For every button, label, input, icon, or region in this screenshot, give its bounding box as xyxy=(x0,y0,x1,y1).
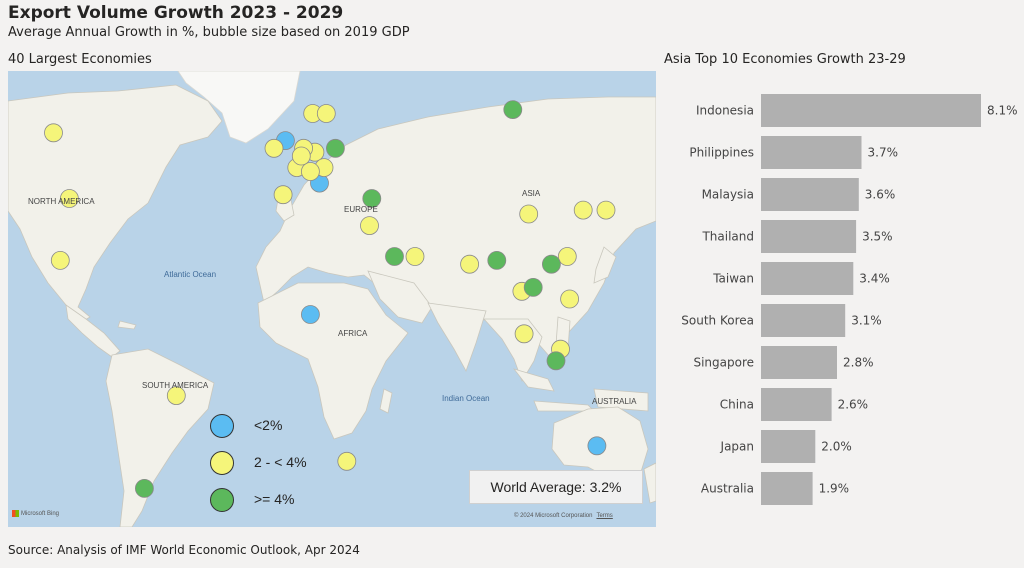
bar-value-label: 3.7% xyxy=(868,146,899,160)
bar-south-korea[interactable] xyxy=(761,304,846,337)
bar-category-label: Singapore xyxy=(693,356,754,370)
legend-label-high: >= 4% xyxy=(254,491,295,507)
legend-dot-mid xyxy=(210,451,234,475)
bar-taiwan[interactable] xyxy=(761,262,854,295)
source-note: Source: Analysis of IMF World Economic O… xyxy=(8,543,360,557)
label-indian-ocean: Indian Ocean xyxy=(442,394,490,403)
bar-value-label: 2.8% xyxy=(843,356,874,370)
bar-malaysia[interactable] xyxy=(761,178,859,211)
bar-indonesia[interactable] xyxy=(761,94,981,127)
map-bubble-mid-33[interactable] xyxy=(514,324,534,344)
map-copyright: © 2024 Microsoft Corporation Terms xyxy=(514,513,613,519)
bar-value-label: 2.0% xyxy=(821,440,852,454)
bar-value-label: 8.1% xyxy=(987,104,1018,118)
map-bubble-high-22[interactable] xyxy=(503,100,523,119)
label-europe: EUROPE xyxy=(344,205,378,214)
bar-china[interactable] xyxy=(761,388,832,421)
map-bubble-mid-26[interactable] xyxy=(460,254,480,274)
bar-category-label: China xyxy=(720,398,754,412)
page-subtitle: Average Annual Growth in %, bubble size … xyxy=(8,25,410,40)
map-bubble-mid-3[interactable] xyxy=(166,386,186,406)
bar-category-label: Thailand xyxy=(701,230,754,244)
bar-category-label: Malaysia xyxy=(702,188,754,202)
map-canvas xyxy=(8,71,656,527)
map-bubble-low-36[interactable] xyxy=(300,305,320,324)
map-bubble-mid-25[interactable] xyxy=(596,200,616,220)
map-title: 40 Largest Economies xyxy=(8,52,152,67)
legend-dot-low xyxy=(210,414,234,438)
label-africa: AFRICA xyxy=(338,329,368,338)
label-south-america: SOUTH AMERICA xyxy=(142,381,209,390)
map-bubble-high-35[interactable] xyxy=(546,351,566,371)
map-bubble-mid-37[interactable] xyxy=(337,451,357,471)
map-bubble-high-29[interactable] xyxy=(542,254,561,274)
bar-philippines[interactable] xyxy=(761,136,862,169)
bar-value-label: 3.4% xyxy=(859,272,890,286)
map-bubble-high-31[interactable] xyxy=(523,277,543,297)
world-average-card: World Average: 3.2% xyxy=(469,470,643,504)
bar-category-label: Philippines xyxy=(689,146,754,160)
map-bubble-high-4[interactable] xyxy=(134,478,154,498)
bar-category-label: Indonesia xyxy=(696,104,754,118)
bubble-layer xyxy=(44,100,616,498)
map-bubble-mid-19[interactable] xyxy=(360,216,379,236)
map-bubble-mid-14[interactable] xyxy=(291,146,311,166)
bar-value-label: 3.5% xyxy=(862,230,893,244)
map-bubble-mid-8[interactable] xyxy=(273,185,293,205)
terms-link[interactable]: Terms xyxy=(596,513,613,519)
bar-thailand[interactable] xyxy=(761,220,857,253)
bar-value-label: 1.9% xyxy=(819,482,850,496)
map-bubble-mid-28[interactable] xyxy=(557,247,577,266)
map-bubble-mid-0[interactable] xyxy=(44,123,63,143)
map-bubble-mid-24[interactable] xyxy=(573,200,593,220)
map-bubble-mid-21[interactable] xyxy=(405,247,425,266)
bar-value-label: 3.1% xyxy=(851,314,882,328)
map-bubble-high-27[interactable] xyxy=(487,250,507,270)
map-bubble-mid-16[interactable] xyxy=(316,104,336,123)
bing-logo-icon xyxy=(12,510,19,517)
bing-attribution-text: Microsoft Bing xyxy=(21,511,60,518)
map-bubble-mid-6[interactable] xyxy=(264,138,284,158)
map-bubble-mid-13[interactable] xyxy=(300,162,320,181)
map-bubble-high-20[interactable] xyxy=(385,247,404,266)
map-bubble-mid-2[interactable] xyxy=(50,250,70,270)
bar-chart: Indonesia 8.1% Philippines 3.7% Malaysia 3.6%… xyxy=(681,94,1018,505)
bar-singapore[interactable] xyxy=(761,346,837,379)
label-asia: ASIA xyxy=(522,189,541,198)
bar-value-label: 3.6% xyxy=(865,188,896,202)
map-bubble-mid-23[interactable] xyxy=(519,204,539,224)
bar-category-label: Taiwan xyxy=(712,272,754,286)
label-north-america: NORTH AMERICA xyxy=(28,197,95,206)
bar-category-label: Japan xyxy=(720,440,754,454)
page-title: Export Volume Growth 2023 - 2029 xyxy=(8,3,344,23)
map-bubble-mid-1[interactable] xyxy=(60,189,79,208)
bar-category-label: Australia xyxy=(701,482,754,496)
bar-category-label: South Korea xyxy=(681,314,754,328)
label-australia: AUSTRALIA xyxy=(592,397,637,406)
map-bubble-high-18[interactable] xyxy=(362,189,382,208)
legend-label-mid: 2 - < 4% xyxy=(254,454,307,470)
map-bubble-high-17[interactable] xyxy=(325,138,345,158)
map-bubble-mid-32[interactable] xyxy=(560,289,579,309)
map-bubble-low-38[interactable] xyxy=(587,436,607,456)
bar-japan[interactable] xyxy=(761,430,816,463)
label-atlantic-ocean: Atlantic Ocean xyxy=(164,270,217,279)
bing-attribution: Microsoft Bing xyxy=(12,510,59,517)
bar-australia[interactable] xyxy=(761,472,813,505)
bar-value-label: 2.6% xyxy=(838,398,869,412)
world-map[interactable]: NORTH AMERICA SOUTH AMERICA EUROPE ASIA … xyxy=(8,71,656,527)
bar-chart-title: Asia Top 10 Economies Growth 23-29 xyxy=(664,52,906,67)
legend-dot-high xyxy=(210,488,234,512)
legend-label-low: <2% xyxy=(254,417,283,433)
copyright-text: © 2024 Microsoft Corporation xyxy=(514,513,593,519)
